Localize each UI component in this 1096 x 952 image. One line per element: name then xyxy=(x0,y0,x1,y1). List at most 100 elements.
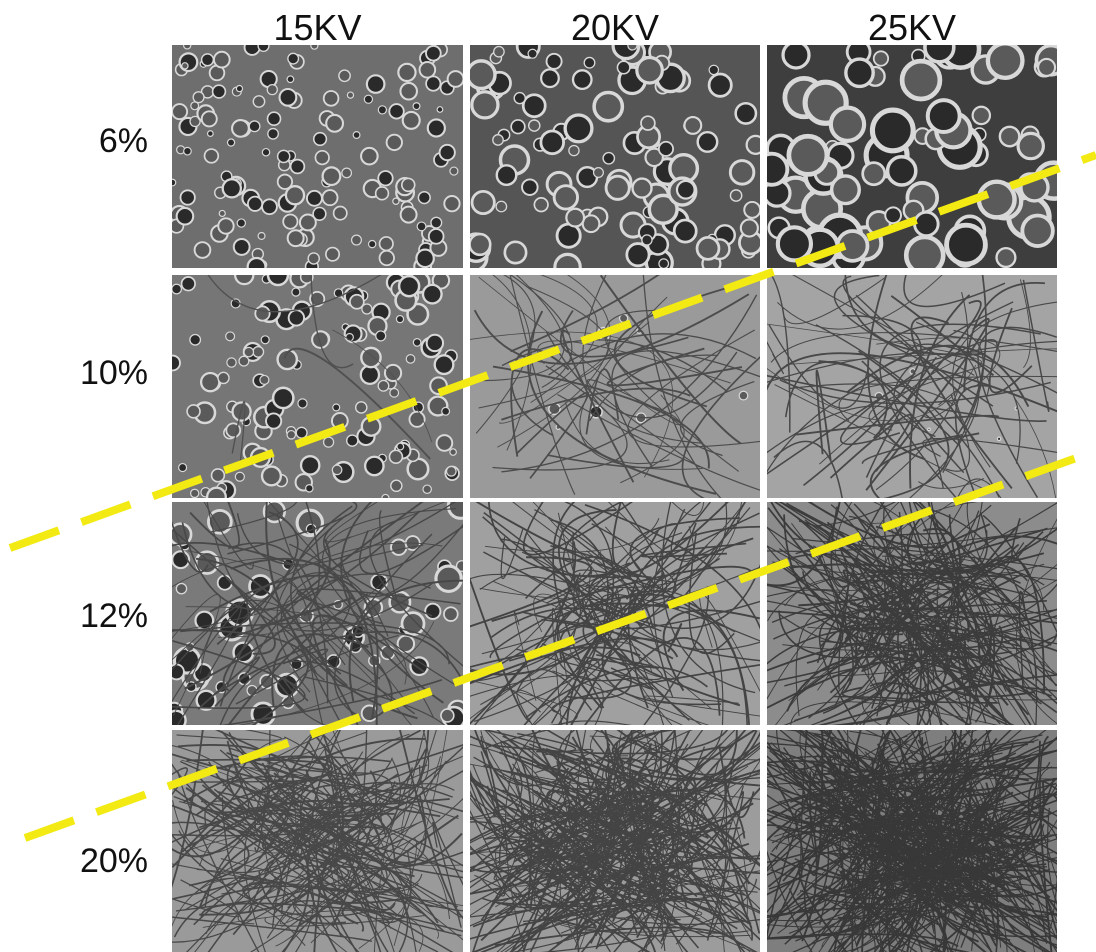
bubble xyxy=(427,335,443,351)
bubble xyxy=(437,107,443,113)
bubble xyxy=(350,295,364,309)
bubble xyxy=(418,192,430,204)
bubble xyxy=(684,117,701,134)
bubble xyxy=(885,207,901,223)
sem-image xyxy=(747,710,1076,952)
bubble xyxy=(505,242,526,263)
bubble xyxy=(399,276,419,296)
bubble xyxy=(378,171,392,185)
row-label: 6% xyxy=(99,122,148,160)
row-label: 10% xyxy=(80,354,148,392)
bubble xyxy=(832,176,860,204)
bubble xyxy=(361,366,379,384)
column-header: 20KV xyxy=(571,7,659,48)
bubble xyxy=(165,356,180,371)
bubble xyxy=(391,540,406,555)
bubble xyxy=(988,43,1023,78)
sem-image xyxy=(749,482,1076,744)
bubble xyxy=(659,142,673,156)
bubble xyxy=(569,146,579,156)
bubble xyxy=(361,348,380,367)
bubble xyxy=(863,163,885,185)
bubble xyxy=(248,197,262,211)
bubble xyxy=(278,175,292,189)
bubble xyxy=(182,63,188,69)
bubble xyxy=(385,365,401,381)
bubble xyxy=(261,336,269,344)
bubble xyxy=(166,711,185,730)
bubble xyxy=(617,61,629,73)
bubble xyxy=(356,402,367,413)
bubble xyxy=(227,139,234,146)
bubble xyxy=(195,242,211,258)
bubble xyxy=(741,219,758,236)
bubble xyxy=(387,135,402,150)
bubble xyxy=(444,607,458,621)
sem-image xyxy=(169,40,463,276)
bubble xyxy=(307,191,322,206)
bubble xyxy=(467,61,495,89)
bubble xyxy=(747,136,765,154)
bubble xyxy=(380,251,395,266)
bubble xyxy=(633,179,652,198)
bubble xyxy=(406,355,415,364)
bubble xyxy=(698,132,718,152)
bubble xyxy=(997,437,1000,440)
bubble xyxy=(529,120,540,131)
bubble xyxy=(947,225,986,264)
bubble xyxy=(928,100,960,132)
bubble xyxy=(202,54,214,66)
bubble xyxy=(245,40,260,55)
bubble xyxy=(902,61,940,99)
sem-image xyxy=(451,482,780,745)
bubble xyxy=(380,237,393,250)
bubble xyxy=(382,494,389,501)
sem-image xyxy=(756,31,1071,274)
bubble xyxy=(846,59,873,86)
bubble xyxy=(401,207,417,223)
bubble xyxy=(514,93,525,104)
bubble xyxy=(522,179,538,195)
bubble xyxy=(423,285,442,304)
bubble xyxy=(594,93,622,121)
bubble xyxy=(367,75,385,93)
column-header: 25KV xyxy=(868,7,956,48)
bubble xyxy=(179,464,187,472)
bubble xyxy=(249,121,260,132)
bubble xyxy=(235,266,253,284)
bubble xyxy=(389,104,403,118)
bubble xyxy=(874,51,888,65)
bubble xyxy=(369,241,376,248)
bubble xyxy=(413,103,420,110)
bubble xyxy=(314,133,327,146)
bubble xyxy=(169,664,184,679)
bubble xyxy=(364,95,372,103)
bubble xyxy=(413,339,421,347)
bubble xyxy=(322,190,337,205)
bubble xyxy=(266,413,281,428)
bubble xyxy=(511,120,525,134)
bubble xyxy=(296,427,307,438)
bubble xyxy=(403,112,420,129)
bubble xyxy=(323,167,341,185)
bubble xyxy=(268,129,279,140)
bubble xyxy=(450,449,456,455)
bubble xyxy=(659,259,669,269)
bubble xyxy=(450,167,458,175)
bubble xyxy=(888,157,916,185)
bubble xyxy=(557,224,580,247)
bubble xyxy=(190,334,201,345)
bubble xyxy=(308,253,319,264)
row-label: 12% xyxy=(80,597,148,635)
bubble xyxy=(398,64,415,81)
sem-image xyxy=(152,483,481,742)
bubble xyxy=(400,83,417,100)
column-header: 15KV xyxy=(273,7,361,48)
bubble xyxy=(324,91,339,106)
bubble xyxy=(440,145,455,160)
bubble xyxy=(448,71,464,87)
bubble xyxy=(233,403,251,421)
bubble xyxy=(376,187,389,200)
bubble xyxy=(534,198,548,212)
bubble xyxy=(283,214,297,228)
